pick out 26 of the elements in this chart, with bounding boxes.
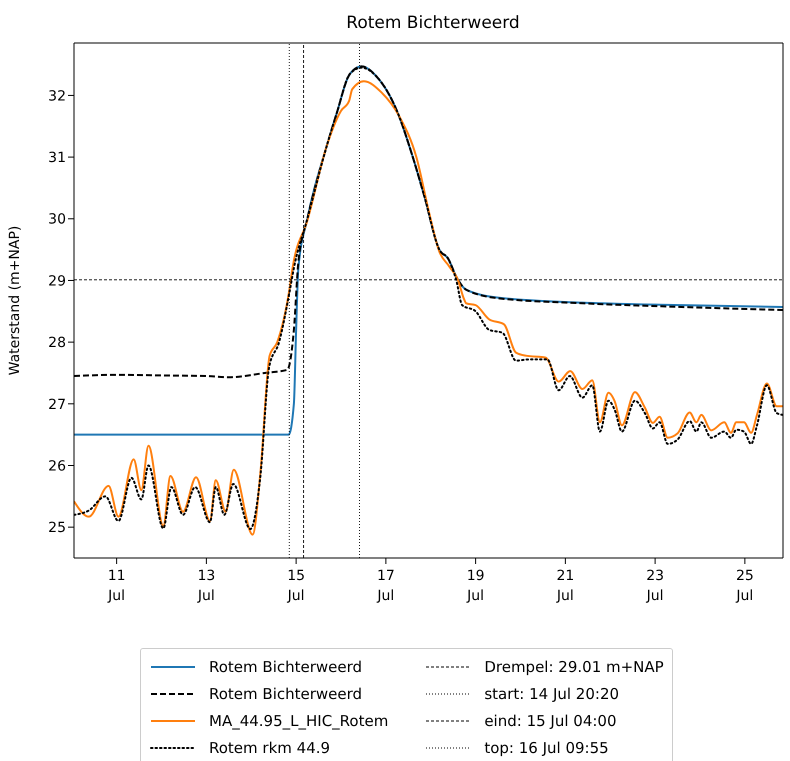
y-tick-label: 30: [48, 212, 66, 228]
y-tick-label: 29: [48, 273, 66, 290]
legend-label: Rotem Bichterweerd: [209, 658, 362, 676]
x-tick-label: 19 Jul: [466, 568, 485, 604]
chart-title: Rotem Bichterweerd: [345, 12, 521, 35]
legend-label: Rotem Bichterweerd: [209, 684, 362, 702]
legend-label: top: 16 Jul 09:55: [484, 738, 609, 756]
x-tick-label: 23 Jul: [646, 568, 664, 604]
y-tick-label: 31: [48, 150, 66, 166]
legend-label: Rotem rkm 44.9: [209, 738, 330, 756]
y-axis-title: Waterstand (m+NAP): [6, 226, 23, 376]
y-tick-label: 25: [48, 520, 66, 536]
y-tick-label: 26: [48, 458, 66, 474]
x-tick-label: 17 Jul: [376, 568, 395, 604]
x-tick-label: 15 Jul: [286, 568, 306, 604]
x-tick-label: 25 Jul: [735, 568, 754, 604]
legend-label: MA_44.95_L_HIC_Rotem: [209, 712, 388, 730]
legend-label: start: 14 Jul 20:20: [484, 684, 620, 702]
legend-label: eind: 15 Jul 04:00: [484, 712, 617, 730]
y-tick-label: 32: [48, 88, 66, 104]
x-tick-label: 11 Jul: [107, 568, 126, 604]
y-tick-label: 28: [48, 335, 66, 352]
x-tick-label: 13 Jul: [196, 568, 216, 604]
legend-label: Drempel: 29.01 m+NAP: [484, 658, 664, 676]
y-tick-label: 27: [48, 396, 66, 413]
x-tick-label: 21 Jul: [556, 568, 574, 604]
